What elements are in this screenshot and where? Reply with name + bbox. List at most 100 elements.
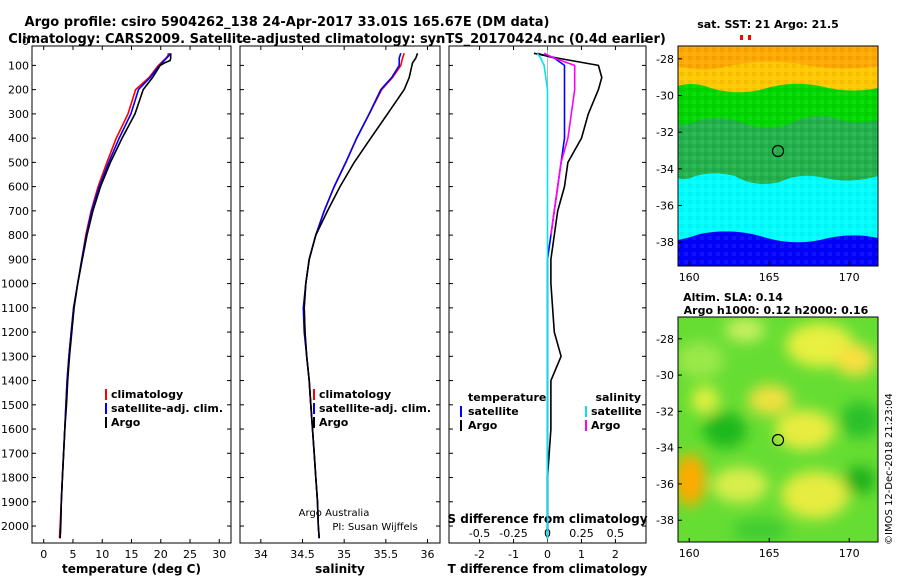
map-lat-tick-label: -38 — [656, 514, 674, 527]
legend-entry: Argo — [591, 419, 621, 432]
panel-salinity: 34 34.5 35 35.5 36 salinity climatologysatelli… — [239, 40, 441, 576]
x-top-tick-label: 0.25 — [569, 527, 594, 540]
x-tick-label: -2 — [474, 548, 485, 561]
x-tick-label: 2 — [612, 548, 619, 561]
depth-tick-label: 200 — [8, 84, 29, 97]
series-line-argo — [303, 53, 419, 539]
map-lat-tick-label: -38 — [656, 236, 674, 249]
sla-anomaly-blobs — [678, 318, 878, 542]
credits-line1: Argo Australia — [299, 508, 370, 519]
legend-entry: satellite — [468, 405, 519, 418]
depth-tick-label: 1100 — [1, 302, 29, 315]
map-axes: -28 -30 -32 -34 -36 -38 160 165 170 -28 -30 -32 -34 -… — [656, 53, 860, 560]
depth-tick-label: 1400 — [1, 375, 29, 388]
chart-title-line2: Climatology: CARS2009. Satellite-adjuste… — [8, 32, 666, 47]
depth-tick-label: 300 — [8, 108, 29, 121]
depth-tick-label: 1600 — [1, 423, 29, 436]
legend-entry: Argo — [468, 419, 498, 432]
map-lon-tick-label: 165 — [759, 547, 780, 560]
panel-frame — [239, 45, 441, 544]
depth-tick-label: 900 — [8, 253, 29, 266]
map-lon-tick-label: 170 — [839, 547, 860, 560]
depth-tick-label: 600 — [8, 181, 29, 194]
map-lat-tick-label: -32 — [656, 126, 674, 139]
profile-panels: 0100200300400500600700800900100011001200… — [1, 35, 648, 576]
x-axis-label: temperature (deg C) — [62, 562, 201, 576]
series-line-climatology — [303, 53, 405, 539]
x-axis-label: T difference from climatology — [448, 562, 648, 576]
series-line-argo — [59, 53, 172, 539]
x-tick-label: 15 — [125, 548, 139, 561]
depth-tick-label: 400 — [8, 132, 29, 145]
sla-argo-location-marker — [771, 433, 785, 447]
legend-entry: Argo — [111, 416, 141, 429]
map-lon-tick-label: 165 — [759, 271, 780, 284]
x-top-tick-label: -0.25 — [499, 527, 527, 540]
legend-entry: satellite — [591, 405, 642, 418]
chart-title-line1: Argo profile: csiro 5904262_138 24-Apr-2… — [25, 15, 550, 30]
depth-tick-label: 500 — [8, 156, 29, 169]
x-tick-label: 10 — [95, 548, 109, 561]
x-top-tick-label: 0.5 — [607, 527, 625, 540]
depth-tick-label: 100 — [8, 59, 29, 72]
sst-argo-location-marker — [771, 144, 785, 158]
series-line-s-satellite — [536, 52, 549, 539]
sla-map-title-line1: Altim. SLA: 0.14 — [683, 291, 783, 304]
sla-map-frame — [677, 316, 879, 543]
depth-tick-label: 0 — [22, 35, 29, 48]
map-lon-tick-label: 160 — [679, 271, 700, 284]
x-tick-label: 34 — [254, 548, 268, 561]
x-tick-label: 20 — [154, 548, 168, 561]
map-lat-tick-label: -32 — [656, 405, 674, 418]
sst-map-frame — [677, 45, 879, 267]
legend-entry: Argo — [319, 416, 349, 429]
map-lat-tick-label: -34 — [656, 163, 674, 176]
x-tick-label: -1 — [508, 548, 519, 561]
series-line-satellite-adj-clim- — [302, 53, 402, 539]
series-line-t-satellite — [537, 52, 566, 539]
sst-map: sat. SST: 21 Argo: 21.5 — [677, 18, 879, 267]
x-top-tick-label: -0.5 — [469, 527, 490, 540]
map-lon-tick-label: 160 — [679, 547, 700, 560]
x-tick-label: 30 — [212, 548, 226, 561]
sla-map-title-line2: Argo h1000: 0.12 h2000: 0.16 — [684, 304, 869, 317]
x-tick-label: 0 — [40, 548, 47, 561]
x-tick-label: 36 — [421, 548, 435, 561]
credits-line2: PI: Susan Wijffels — [332, 522, 417, 533]
depth-tick-label: 1700 — [1, 447, 29, 460]
sst-map-title: sat. SST: 21 Argo: 21.5 — [697, 18, 839, 31]
map-lat-tick-label: -36 — [656, 200, 674, 213]
x-tick-label: 35 — [337, 548, 351, 561]
legend-entry: satellite-adj. clim. — [319, 402, 431, 415]
legend-entry: satellite-adj. clim. — [111, 402, 223, 415]
series-line-s-argo — [543, 52, 576, 236]
depth-tick-label: 2000 — [1, 520, 29, 533]
map-lat-tick-label: -30 — [656, 369, 674, 382]
map-lon-tick-label: 170 — [839, 271, 860, 284]
depth-tick-label: 1000 — [1, 278, 29, 291]
x-tick-label: 1 — [578, 548, 585, 561]
sla-map: Altim. SLA: 0.14 Argo h1000: 0.12 h2000:… — [677, 291, 879, 543]
map-lat-tick-label: -28 — [656, 333, 674, 346]
map-lat-tick-label: -36 — [656, 478, 674, 491]
series-line-t-argo — [533, 52, 603, 539]
depth-tick-label: 700 — [8, 205, 29, 218]
sst-edge-marker — [740, 35, 743, 40]
legend-title-salinity: salinity — [595, 391, 641, 404]
map-lat-tick-label: -34 — [656, 442, 674, 455]
depth-tick-label: 1500 — [1, 399, 29, 412]
depth-tick-label: 1900 — [1, 496, 29, 509]
legend-title-temperature: temperature — [468, 391, 546, 404]
imos-watermark: ©IMOS 12-Dec-2018 21:23:04 — [884, 393, 895, 545]
x-axis-label: salinity — [315, 562, 365, 576]
map-lat-tick-label: -28 — [656, 53, 674, 66]
panel-difference: -2 -1 0 1 2-0.5 -0.25 0 0.25 0.5S difference fro… — [447, 40, 648, 576]
legend-entry: climatology — [111, 388, 183, 401]
depth-tick-label: 800 — [8, 229, 29, 242]
legend-entry: climatology — [319, 388, 391, 401]
x-tick-label: 34.5 — [290, 548, 315, 561]
sst-edge-marker — [748, 35, 751, 40]
depth-tick-label: 1300 — [1, 350, 29, 363]
x-tick-label: 5 — [69, 548, 76, 561]
